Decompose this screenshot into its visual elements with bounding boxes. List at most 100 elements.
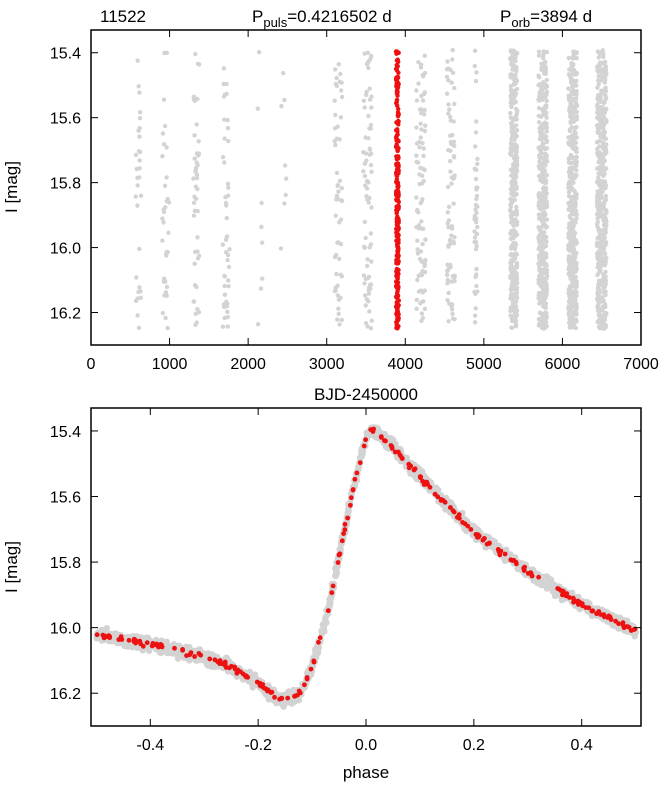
data-point — [597, 60, 603, 65]
data-point — [474, 70, 479, 75]
data-point — [333, 252, 339, 258]
data-point — [225, 314, 230, 320]
data-point — [544, 104, 549, 110]
data-point — [338, 217, 344, 222]
data-point — [415, 247, 420, 252]
data-point — [571, 223, 576, 229]
data-point — [572, 160, 577, 165]
data-point — [540, 313, 545, 319]
data-point — [568, 285, 574, 290]
data-point — [366, 291, 372, 296]
highlighted-point — [394, 188, 399, 194]
data-point — [600, 104, 605, 110]
highlighted-point — [337, 551, 343, 557]
data-point — [596, 98, 601, 104]
data-point — [282, 97, 287, 103]
highlighted-point — [394, 179, 399, 185]
data-point — [195, 249, 200, 254]
data-point — [227, 247, 232, 252]
data-point — [511, 50, 517, 55]
data-point — [513, 153, 519, 159]
data-point — [543, 71, 548, 76]
data-point — [414, 88, 419, 93]
data-point — [224, 304, 230, 309]
highlighted-point — [341, 531, 346, 536]
data-point — [539, 150, 544, 155]
y-tick-label: 15.6 — [50, 111, 81, 128]
data-point — [595, 49, 601, 54]
highlighted-point — [536, 574, 541, 580]
data-point — [536, 113, 541, 119]
data-point — [333, 213, 338, 218]
data-point — [163, 315, 168, 321]
data-point — [162, 50, 167, 56]
highlighted-point — [395, 273, 400, 279]
highlighted-point — [406, 465, 412, 471]
data-point — [514, 204, 519, 210]
highlighted-point — [342, 521, 348, 527]
data-point — [161, 97, 167, 102]
data-point — [448, 265, 453, 270]
data-point — [501, 557, 509, 564]
data-point — [249, 682, 256, 689]
data-point — [284, 176, 289, 181]
data-point — [548, 580, 555, 588]
data-point — [452, 85, 457, 91]
data-point — [279, 104, 284, 109]
data-point — [366, 65, 371, 71]
data-point — [508, 213, 514, 218]
data-point — [540, 167, 545, 172]
data-point — [574, 173, 579, 178]
data-point — [259, 200, 264, 206]
data-point — [543, 187, 548, 193]
data-point — [514, 295, 520, 301]
data-point — [133, 152, 139, 158]
data-point — [602, 251, 608, 256]
data-point — [474, 231, 480, 237]
highlighted-point — [475, 534, 481, 540]
highlighted-point — [394, 242, 400, 247]
highlighted-point — [357, 460, 363, 466]
data-point — [164, 175, 169, 180]
data-point — [445, 298, 450, 303]
highlighted-point — [272, 694, 277, 700]
time-series-xlabel: BJD-2450000 — [314, 385, 418, 404]
highlighted-point — [268, 690, 274, 695]
highlighted-point — [395, 85, 401, 90]
data-point — [336, 311, 341, 316]
data-point — [544, 217, 550, 222]
data-point — [420, 98, 426, 103]
data-point — [363, 321, 369, 326]
data-point — [603, 70, 609, 75]
data-point — [369, 205, 374, 210]
highlighted-point — [396, 112, 401, 118]
data-point — [333, 67, 338, 72]
data-point — [281, 70, 286, 76]
data-point — [283, 192, 288, 198]
data-point — [602, 181, 608, 186]
data-point — [472, 166, 477, 171]
data-point — [475, 224, 480, 230]
x-tick-label: 1000 — [152, 356, 188, 373]
data-point — [226, 284, 231, 289]
data-point — [510, 170, 516, 175]
data-point — [574, 92, 579, 98]
data-point — [597, 117, 602, 122]
data-point — [417, 172, 422, 177]
data-point — [222, 273, 227, 279]
data-point — [513, 192, 518, 198]
data-point — [600, 48, 605, 53]
puls-value: =0.4216502 d — [287, 7, 391, 26]
data-point — [318, 630, 326, 637]
data-point — [339, 198, 345, 204]
data-point — [197, 62, 202, 67]
data-point — [599, 74, 604, 80]
data-point — [544, 98, 549, 104]
data-point — [595, 304, 600, 310]
data-point — [225, 324, 230, 329]
data-point — [419, 219, 424, 224]
data-point — [418, 135, 423, 140]
x-tick-label: 0 — [87, 356, 96, 373]
data-point — [544, 110, 549, 116]
highlighted-point — [363, 437, 368, 443]
